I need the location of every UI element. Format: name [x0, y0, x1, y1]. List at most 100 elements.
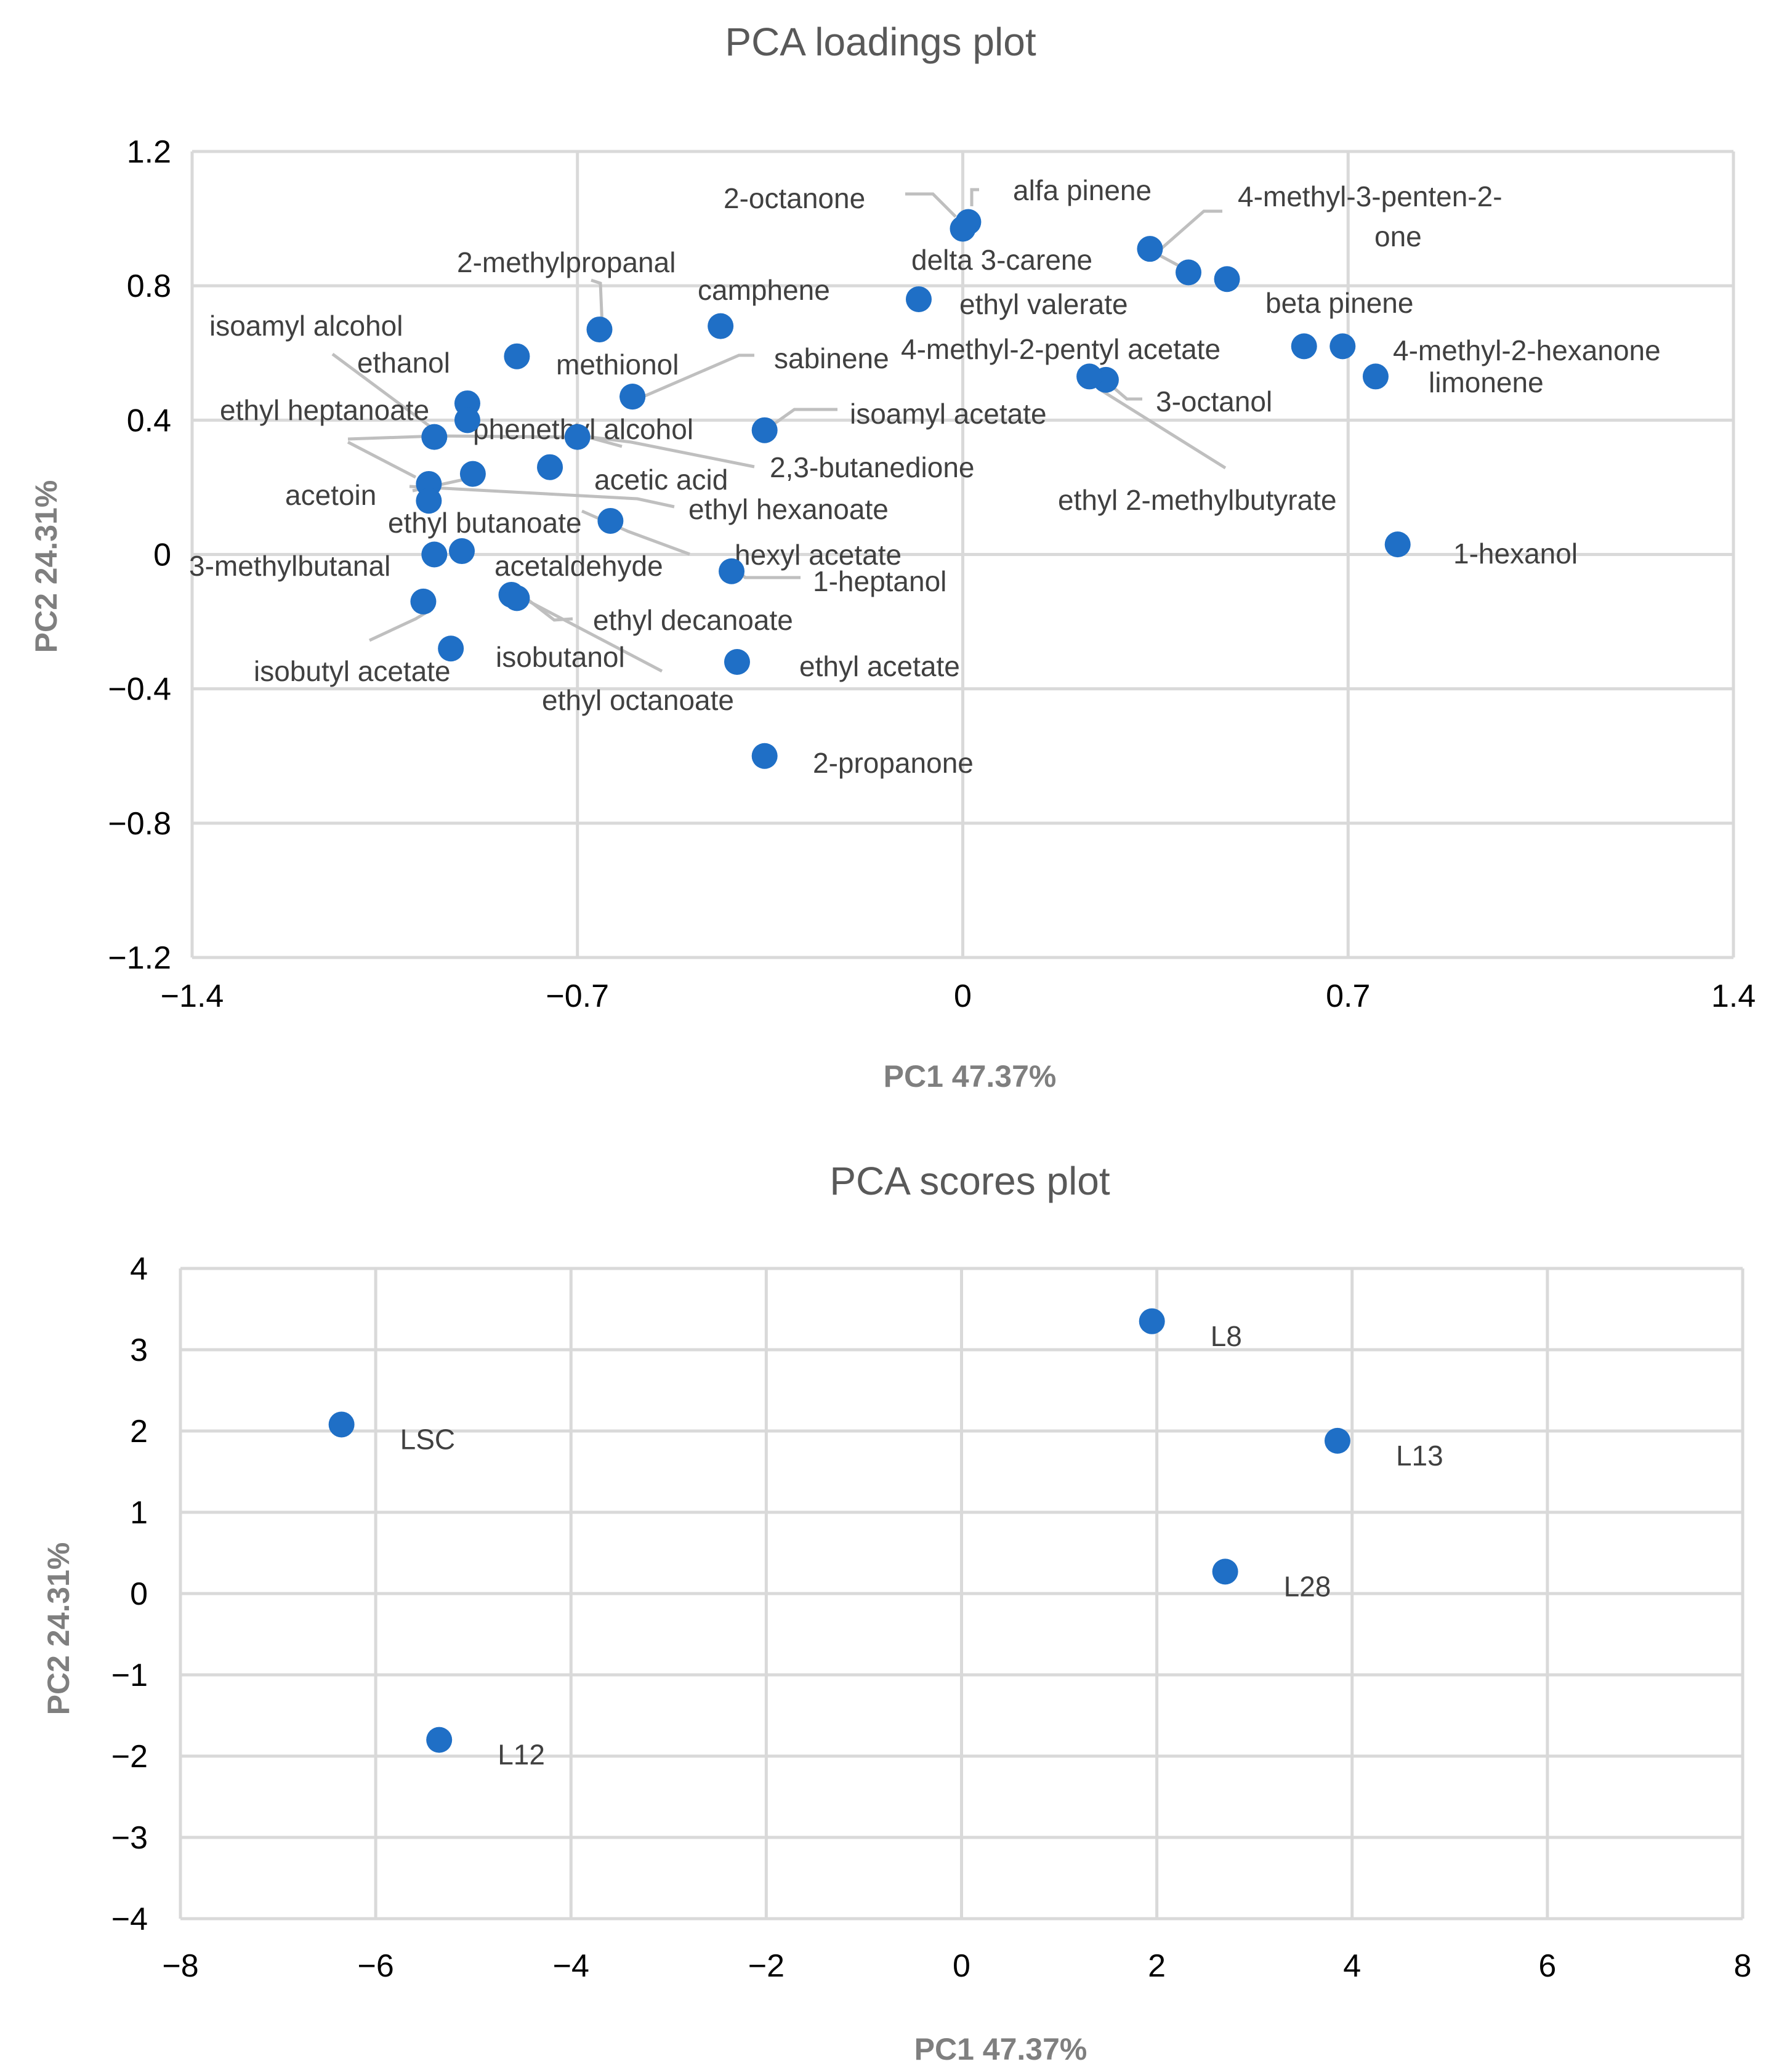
leader-line [905, 192, 957, 218]
point-label: camphene [698, 274, 830, 306]
point-label: delta 3-carene [911, 244, 1092, 276]
loadings-x-tick-label: −1.4 [161, 978, 224, 1014]
loadings-data-point [421, 424, 448, 450]
scores-data-point [1212, 1558, 1238, 1585]
scores-x-tick-label: −6 [357, 1948, 393, 1984]
loadings-y-tick-label: 0.4 [127, 403, 171, 438]
scores-x-tick-label: −2 [748, 1948, 785, 1984]
loadings-data-point [1329, 333, 1356, 360]
leader-line [1152, 209, 1222, 257]
loadings-data-point [504, 585, 530, 611]
loadings-data-point [1214, 266, 1240, 292]
point-label: isoamyl acetate [850, 398, 1047, 430]
scores-point-label: LSC [400, 1423, 455, 1455]
loadings-data-point [751, 417, 778, 443]
point-label: ethanol [357, 347, 450, 379]
loadings-chart: PCA loadings plot −1.4 −0.7 0 0.7 1.4 −1.2 −0.… [29, 20, 1756, 1094]
point-label: one [1374, 220, 1422, 252]
scores-data-point [1324, 1427, 1350, 1454]
point-label: ethyl butanoate [388, 507, 582, 539]
leader-line [591, 278, 604, 327]
scores-y-tick-label: −1 [111, 1658, 148, 1693]
scores-points: L8 LSC L13 L28 L12 [328, 1308, 1443, 1771]
loadings-data-point [410, 588, 437, 615]
loadings-x-axis-title: PC1 47.37% [884, 1059, 1057, 1094]
scores-gridlines [179, 1267, 1745, 1921]
leader-line [581, 509, 690, 556]
loadings-data-point [905, 286, 932, 312]
scores-y-axis-title: PC2 24.31% [41, 1542, 76, 1715]
loadings-y-tick-label: 0 [153, 538, 171, 573]
loadings-data-point [564, 424, 591, 450]
loadings-x-tick-label: −0.7 [546, 978, 609, 1014]
loadings-y-tick-label: −0.4 [108, 672, 171, 707]
point-label: 2-methylpropanal [457, 246, 676, 278]
scores-y-tick-label: 1 [130, 1495, 148, 1531]
loadings-data-point [950, 216, 976, 242]
scores-x-tick-label: 8 [1734, 1948, 1752, 1984]
point-label: beta pinene [1265, 287, 1413, 319]
loadings-data-point [1176, 259, 1202, 286]
scores-y-tick-label: 4 [130, 1251, 148, 1287]
scores-chart-title: PCA scores plot [829, 1159, 1110, 1203]
scores-y-tick-label: −3 [111, 1820, 148, 1856]
point-label: 3-methylbutanal [189, 550, 390, 582]
point-label: sabinene [774, 342, 889, 374]
loadings-gridlines [190, 150, 1735, 959]
point-label: 3-octanol [1156, 385, 1272, 417]
loadings-x-tick-label: 1.4 [1711, 978, 1756, 1014]
loadings-chart-title: PCA loadings plot [725, 20, 1036, 64]
point-label: isoamyl alcohol [209, 310, 403, 342]
scores-tick-labels: −8 −6 −4 −2 0 2 4 6 8 −4 −3 −2 −1 0 1 2 3 4 [111, 1251, 1752, 1984]
loadings-data-point [1291, 333, 1317, 360]
loadings-x-tick-label: 0.7 [1326, 978, 1370, 1014]
loadings-point-labels: 2-octanone alfa pinene 4-methyl-3-penten… [189, 174, 1661, 779]
scores-y-tick-label: 0 [130, 1576, 148, 1612]
loadings-data-point [504, 343, 530, 369]
scores-y-tick-label: 3 [130, 1332, 148, 1368]
leader-line [409, 485, 675, 509]
scores-point-label: L8 [1211, 1320, 1242, 1352]
loadings-points [410, 209, 1411, 769]
loadings-data-point [719, 558, 745, 584]
point-label: ethyl heptanoate [220, 394, 429, 426]
loadings-y-axis-title: PC2 24.31% [29, 480, 63, 653]
point-label: ethyl acetate [799, 650, 960, 682]
point-label: 4-methyl-2-hexanone [1393, 334, 1661, 366]
leader-line [522, 597, 663, 673]
scores-y-tick-label: 2 [130, 1414, 148, 1449]
point-label: isobutyl acetate [254, 655, 451, 687]
scores-point-label: L12 [498, 1739, 545, 1771]
loadings-data-point [724, 649, 750, 675]
loadings-data-point [619, 384, 646, 410]
loadings-data-point [416, 488, 442, 514]
point-label: alfa pinene [1013, 174, 1152, 206]
leader-line [347, 440, 417, 479]
point-label: ethyl octanoate [542, 684, 734, 716]
point-label: methionol [556, 349, 679, 381]
loadings-data-point [586, 316, 613, 343]
point-label: ethyl decanoate [593, 604, 793, 636]
scores-x-tick-label: 0 [953, 1948, 970, 1984]
scores-x-tick-label: 6 [1538, 1948, 1556, 1984]
loadings-data-point [1362, 363, 1389, 390]
loadings-data-point [1076, 363, 1103, 390]
loadings-x-tick-label: 0 [954, 978, 972, 1014]
scores-point-label: L13 [1396, 1440, 1443, 1472]
point-label: 2-propanone [813, 747, 974, 779]
loadings-data-point [449, 538, 475, 565]
loadings-data-point [537, 454, 563, 480]
loadings-y-tick-label: 1.2 [127, 134, 171, 170]
loadings-data-point [459, 461, 486, 487]
loadings-y-tick-label: −1.2 [108, 940, 171, 976]
loadings-data-point [1384, 531, 1411, 558]
scores-y-tick-label: −2 [111, 1739, 148, 1775]
scores-data-point [1139, 1308, 1165, 1334]
scores-chart: PCA scores plot −8 −6 −4 −2 0 2 4 6 8 −4 −3 −2 −1 0 1 2… [41, 1159, 1751, 2066]
loadings-data-point [597, 507, 624, 534]
point-label: acetic acid [594, 464, 728, 496]
loadings-y-tick-label: −0.8 [108, 806, 171, 842]
scores-y-tick-label: −4 [111, 1901, 148, 1937]
leader-line [639, 353, 754, 400]
